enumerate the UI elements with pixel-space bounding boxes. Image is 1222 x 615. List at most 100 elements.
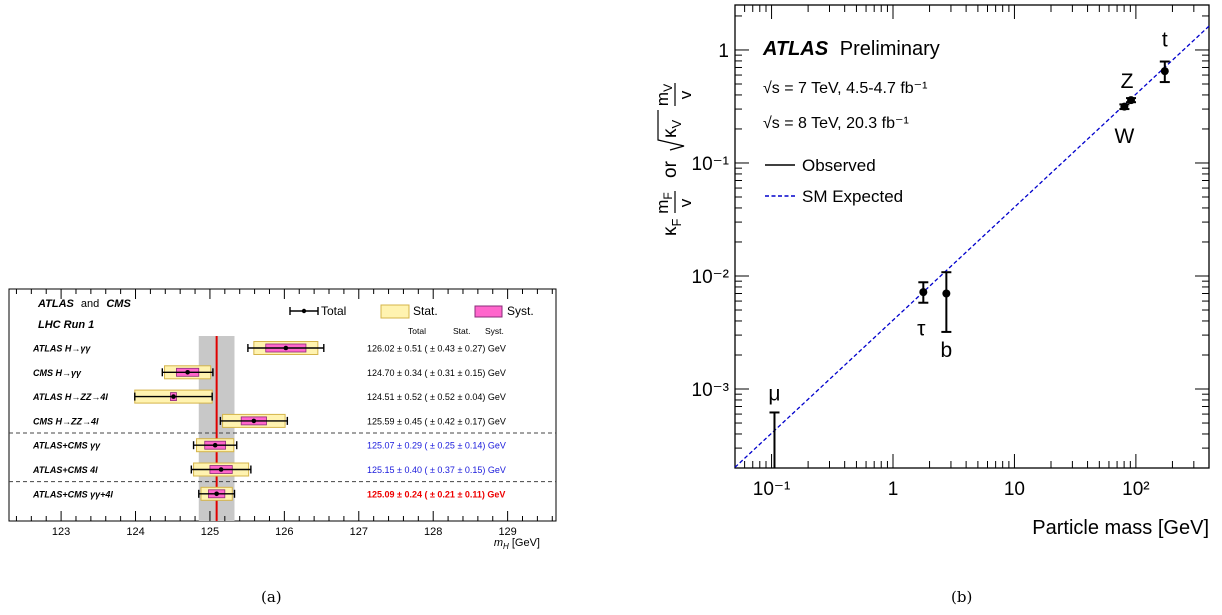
- measurement-label: CMS H→γγ: [33, 368, 82, 378]
- x-tick-label: 127: [350, 526, 368, 538]
- legend-syst-swatch: [474, 305, 503, 318]
- x-tick-label: 126: [275, 526, 293, 538]
- measurement-row: CMS H→ZZ→4l 125.59 ± 0.45 ( ± 0.42 ± 0.17…: [33, 413, 506, 428]
- measurement-label: ATLAS+CMS γγ+4l: [32, 489, 113, 499]
- legend-total-dot: [301, 308, 307, 314]
- y-label-mf: mF: [653, 192, 675, 214]
- y-label-sqrt: [657, 110, 685, 151]
- x-axis-label-b: Particle mass [GeV]: [1032, 517, 1209, 539]
- particle-label: μ: [768, 382, 780, 405]
- measurement-row: ATLAS+CMS γγ 125.07 ± 0.29 ( ± 0.25 ± 0.1…: [32, 438, 506, 453]
- measurement-row: ATLAS+CMS 4l 125.15 ± 0.40 ( ± 0.37 ± 0.1…: [32, 462, 506, 477]
- y-label-or: or: [660, 160, 681, 178]
- measurement-label: ATLAS H→γγ: [32, 344, 91, 354]
- panel-b-chart: 10⁻¹ 1 10 10² 10⁻³ 10⁻² 10⁻¹ 1 μ τb W Zt ATLAS Pre…: [653, 4, 1210, 539]
- measurement-row: CMS H→γγ 124.70 ± 0.34 ( ± 0.31 ± 0.15) G…: [33, 365, 506, 380]
- measurement-value-text: 125.59 ± 0.45 ( ± 0.42 ± 0.17) GeV: [367, 416, 506, 426]
- y-label-v2: v: [676, 90, 695, 99]
- x-tick-label: 10⁻¹: [753, 479, 791, 500]
- measurement-value-text: 125.09 ± 0.24 ( ± 0.21 ± 0.11) GeV: [367, 489, 505, 499]
- header-run: LHC Run 1: [38, 319, 94, 331]
- panel-label-b: (b): [951, 588, 972, 606]
- x-axis-label-a: mH [GeV]: [494, 537, 540, 551]
- legend-stat-label: Stat.: [413, 304, 438, 318]
- particle-point: μ: [768, 382, 781, 468]
- header-cms: CMS: [106, 298, 131, 310]
- particle-point: b: [941, 271, 953, 362]
- preliminary-label: Preliminary: [840, 38, 940, 60]
- plot-frame-a: [8, 288, 557, 522]
- y-label-v1: v: [676, 198, 695, 207]
- legend-total-label: Total: [321, 304, 346, 318]
- particle-label: W: [1114, 125, 1134, 148]
- measurement-point: [218, 467, 224, 472]
- x-tick-label: 123: [52, 526, 70, 538]
- x-tick-label: 125: [201, 526, 219, 538]
- y-label-kappa-v: κV: [660, 120, 684, 139]
- x-tick-label: 124: [126, 526, 144, 538]
- measurement-point: [283, 345, 289, 351]
- measurement-value-text: 124.51 ± 0.52 ( ± 0.52 ± 0.04) GeV: [367, 392, 506, 402]
- measurement-row: ATLAS H→γγ 126.02 ± 0.51 ( ± 0.43 ± 0.27)…: [32, 341, 506, 355]
- y-tick-label: 10⁻²: [692, 267, 730, 288]
- measurement-point: [214, 491, 219, 497]
- x-tick-label: 129: [498, 526, 516, 538]
- atlas-label: ATLAS: [762, 38, 829, 60]
- header-and: and: [81, 298, 99, 310]
- header-atlas: ATLAS: [37, 298, 75, 310]
- column-header-syst: Syst.: [485, 326, 504, 336]
- particle-label: τ: [917, 318, 926, 341]
- particle-label: t: [1162, 29, 1168, 52]
- column-header-total: Total: [408, 326, 426, 336]
- particle-label: b: [941, 339, 953, 362]
- y-axis-label-b: κF mF v or κV mV v: [653, 83, 695, 236]
- y-tick-label: 10⁻³: [692, 380, 730, 401]
- energy-8-label: √s = 8 TeV, 20.3 fb⁻¹: [763, 115, 909, 132]
- measurement-point: [212, 442, 218, 448]
- particle-marker: [1127, 96, 1136, 105]
- energy-7-label: √s = 7 TeV, 4.5-4.7 fb⁻¹: [763, 80, 927, 97]
- y-tick-label: 10⁻¹: [692, 154, 730, 175]
- header-line1: ATLAS and CMS: [37, 298, 131, 310]
- measurement-label: ATLAS H→ZZ→4l: [32, 392, 108, 402]
- particle-point: W: [1114, 102, 1134, 148]
- legend-expected-label: SM Expected: [802, 187, 903, 206]
- measurement-label: CMS H→ZZ→4l: [33, 416, 99, 426]
- column-header-stat: Stat.: [453, 326, 470, 336]
- measurement-point: [171, 394, 176, 399]
- measurement-point: [251, 418, 257, 424]
- particle-marker: [919, 288, 928, 297]
- x-tick-label: 10: [1004, 479, 1025, 500]
- x-tick-label: 128: [424, 526, 442, 538]
- particle-marker: [942, 289, 951, 298]
- measurement-row: ATLAS+CMS γγ+4l 125.09 ± 0.24 ( ± 0.21 ± …: [32, 486, 505, 501]
- y-tick-label: 1: [718, 41, 729, 62]
- particle-point: τ: [917, 281, 929, 341]
- plot-frame-b: [734, 4, 1210, 469]
- legend-syst-label: Syst.: [507, 304, 534, 318]
- experiment-label: ATLAS Preliminary: [762, 38, 940, 60]
- legend-stat-swatch: [380, 304, 410, 319]
- legend-observed-label: Observed: [802, 156, 876, 175]
- x-tick-label: 1: [888, 479, 899, 500]
- measurement-label: ATLAS+CMS γγ: [32, 441, 101, 451]
- measurement-value-text: 126.02 ± 0.51 ( ± 0.43 ± 0.27) GeV: [367, 344, 506, 354]
- particle-point: t: [1159, 29, 1170, 84]
- measurement-value-text: 125.07 ± 0.29 ( ± 0.25 ± 0.14) GeV: [367, 441, 506, 451]
- y-label-mv: mV: [653, 84, 675, 106]
- x-tick-label: 10²: [1122, 479, 1149, 500]
- particle-marker: [1160, 67, 1169, 76]
- y-label-kappa-f: κF: [660, 219, 684, 237]
- measurement-value-text: 124.70 ± 0.34 ( ± 0.31 ± 0.15) GeV: [367, 368, 506, 378]
- panel-a-chart: ATLAS and CMS LHC Run 1 Total Stat. Syst…: [8, 288, 557, 551]
- particle-marker: [1120, 102, 1129, 111]
- legend-a: Total Stat. Syst.: [289, 304, 534, 319]
- measurement-value-text: 125.15 ± 0.40 ( ± 0.37 ± 0.15) GeV: [367, 465, 506, 475]
- measurement-label: ATLAS+CMS 4l: [32, 465, 98, 475]
- panel-label-a: (a): [261, 588, 282, 606]
- measurement-point: [185, 370, 190, 375]
- particle-label: Z: [1121, 70, 1134, 93]
- particle-point: Z: [1121, 70, 1137, 105]
- measurement-row: ATLAS H→ZZ→4l 124.51 ± 0.52 ( ± 0.52 ± 0.…: [32, 389, 506, 404]
